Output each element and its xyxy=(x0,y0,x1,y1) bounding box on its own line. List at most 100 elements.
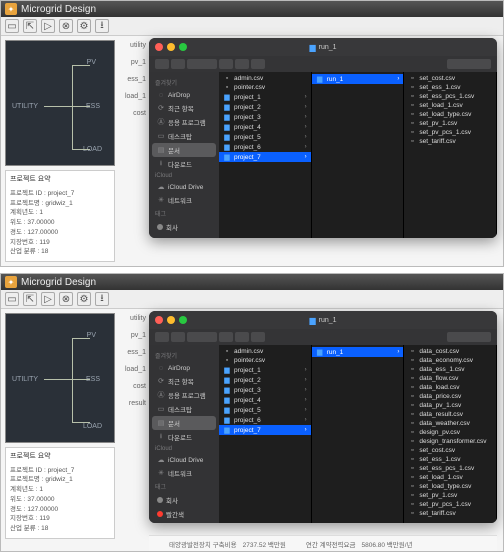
back-button[interactable] xyxy=(155,59,169,69)
file-row[interactable]: ▫set_ess_pcs_1.csv xyxy=(404,464,496,473)
sidebar-item[interactable]: ☁iCloud Drive xyxy=(149,454,219,466)
sidebar-item[interactable]: ✳네트워크 xyxy=(149,466,219,480)
sidebar-item[interactable]: ◌AirDrop xyxy=(149,362,219,374)
sidebar-tag[interactable]: 중요 xyxy=(149,521,219,523)
file-row[interactable]: ▫data_ess_1.csv xyxy=(404,365,496,374)
file-row[interactable]: ▫data_pv_1.csv xyxy=(404,401,496,410)
file-row[interactable]: ▫data_weather.csv xyxy=(404,419,496,428)
file-row[interactable]: ▫set_pv_pcs_1.csv xyxy=(404,500,496,509)
sidebar-item[interactable]: ⟳최근 항목 xyxy=(149,101,219,115)
folder-row[interactable]: ▆project_6› xyxy=(219,142,311,152)
stop-icon[interactable]: ⊗ xyxy=(59,19,73,33)
file-row[interactable]: ▫set_pv_pcs_1.csv xyxy=(404,128,496,137)
file-row[interactable]: ▫set_pv_1.csv xyxy=(404,119,496,128)
file-row[interactable]: ▫set_ess_1.csv xyxy=(404,455,496,464)
folder-row[interactable]: ▆project_4› xyxy=(219,122,311,132)
folder-row[interactable]: ▆project_7› xyxy=(219,152,311,162)
folder-row[interactable]: ▆project_2› xyxy=(219,375,311,385)
file-row[interactable]: ▫pointer.csv xyxy=(219,356,311,365)
sidebar-item[interactable]: ⟳최근 항목 xyxy=(149,374,219,388)
file-row[interactable]: ▫pointer.csv xyxy=(219,83,311,92)
folder-row[interactable]: ▆project_2› xyxy=(219,102,311,112)
window-controls[interactable] xyxy=(155,43,187,51)
tags-button[interactable] xyxy=(251,332,265,342)
file-row[interactable]: ▫design_transformer.csv xyxy=(404,437,496,446)
file-row[interactable]: ▫set_cost.csv xyxy=(404,74,496,83)
search-input[interactable] xyxy=(447,59,491,69)
file-row[interactable]: ▫set_ess_1.csv xyxy=(404,83,496,92)
file-row[interactable]: ▫data_result.csv xyxy=(404,410,496,419)
group-button[interactable] xyxy=(219,332,233,342)
folder-row[interactable]: ▆project_5› xyxy=(219,132,311,142)
gear-icon[interactable]: ⚙ xyxy=(77,19,91,33)
file-row[interactable]: ▫set_ess_pcs_1.csv xyxy=(404,92,496,101)
window-controls[interactable] xyxy=(155,316,187,324)
file-row[interactable]: ▫set_load_1.csv xyxy=(404,101,496,110)
forward-button[interactable] xyxy=(171,332,185,342)
sidebar-item[interactable]: ▭데스크탑 xyxy=(149,402,219,416)
close-icon[interactable] xyxy=(155,316,163,324)
sidebar-item[interactable]: ▭데스크탑 xyxy=(149,129,219,143)
sidebar-tag[interactable]: 회사 xyxy=(149,493,219,507)
group-button[interactable] xyxy=(219,59,233,69)
file-row[interactable]: ▫set_cost.csv xyxy=(404,446,496,455)
file-row[interactable]: ▫set_load_1.csv xyxy=(404,473,496,482)
sidebar-item[interactable]: ⭳다운로드 xyxy=(149,157,219,171)
folder-row[interactable]: ▆project_1› xyxy=(219,365,311,375)
back-button[interactable] xyxy=(155,332,169,342)
folder-row[interactable]: ▆project_7› xyxy=(219,425,311,435)
file-row[interactable]: ▫set_tariff.csv xyxy=(404,509,496,518)
file-row[interactable]: ▫set_tariff.csv xyxy=(404,137,496,146)
sidebar-tag[interactable]: 빨간색 xyxy=(149,234,219,238)
sidebar-tag[interactable]: 회사 xyxy=(149,220,219,234)
sidebar-item[interactable]: ✳네트워크 xyxy=(149,193,219,207)
file-row[interactable]: ▫data_cost.csv xyxy=(404,347,496,356)
sidebar-item[interactable]: ◌AirDrop xyxy=(149,89,219,101)
sidebar-item[interactable]: ⭳다운로드 xyxy=(149,430,219,444)
folder-row[interactable]: ▆project_4› xyxy=(219,395,311,405)
folder-row[interactable]: ▆project_3› xyxy=(219,112,311,122)
file-row[interactable]: ▫data_load.csv xyxy=(404,383,496,392)
file-row[interactable]: ▫data_flow.csv xyxy=(404,374,496,383)
minimize-icon[interactable] xyxy=(167,316,175,324)
folder-icon[interactable]: ▭ xyxy=(5,292,19,306)
stop-icon[interactable]: ⊗ xyxy=(59,292,73,306)
tags-button[interactable] xyxy=(251,59,265,69)
folder-row[interactable]: ▆project_5› xyxy=(219,405,311,415)
open-icon[interactable]: ⇱ xyxy=(23,292,37,306)
search-input[interactable] xyxy=(447,332,491,342)
folder-row[interactable]: ▆project_6› xyxy=(219,415,311,425)
folder-row[interactable]: ▆project_3› xyxy=(219,385,311,395)
file-row[interactable]: ▫data_price.csv xyxy=(404,392,496,401)
download-icon[interactable]: ⭳ xyxy=(95,19,109,33)
close-icon[interactable] xyxy=(155,43,163,51)
view-segmented[interactable] xyxy=(187,332,217,342)
file-row[interactable]: ▫data_economy.csv xyxy=(404,356,496,365)
file-row[interactable]: ▫admin.csv xyxy=(219,347,311,356)
sidebar-item[interactable]: ▤문서 xyxy=(152,416,216,430)
zoom-icon[interactable] xyxy=(179,43,187,51)
play-icon[interactable]: ▷ xyxy=(41,292,55,306)
sidebar-item[interactable]: Ⓐ응용 프로그램 xyxy=(149,388,219,402)
sidebar-tag[interactable]: 빨간색 xyxy=(149,507,219,521)
zoom-icon[interactable] xyxy=(179,316,187,324)
file-row[interactable]: ▫set_load_type.csv xyxy=(404,482,496,491)
open-icon[interactable]: ⇱ xyxy=(23,19,37,33)
play-icon[interactable]: ▷ xyxy=(41,19,55,33)
view-segmented[interactable] xyxy=(187,59,217,69)
folder-row[interactable]: ▆project_1› xyxy=(219,92,311,102)
folder-row[interactable]: ▆run_1› xyxy=(312,347,404,357)
sidebar-item[interactable]: ▤문서 xyxy=(152,143,216,157)
file-row[interactable]: ▫set_load_type.csv xyxy=(404,110,496,119)
gear-icon[interactable]: ⚙ xyxy=(77,292,91,306)
forward-button[interactable] xyxy=(171,59,185,69)
folder-icon[interactable]: ▭ xyxy=(5,19,19,33)
file-row[interactable]: ▫set_pv_1.csv xyxy=(404,491,496,500)
file-row[interactable]: ▫admin.csv xyxy=(219,74,311,83)
sidebar-item[interactable]: ☁iCloud Drive xyxy=(149,181,219,193)
folder-row[interactable]: ▆run_1› xyxy=(312,74,404,84)
sidebar-item[interactable]: Ⓐ응용 프로그램 xyxy=(149,115,219,129)
share-button[interactable] xyxy=(235,59,249,69)
file-row[interactable]: ▫design_pv.csv xyxy=(404,428,496,437)
download-icon[interactable]: ⭳ xyxy=(95,292,109,306)
